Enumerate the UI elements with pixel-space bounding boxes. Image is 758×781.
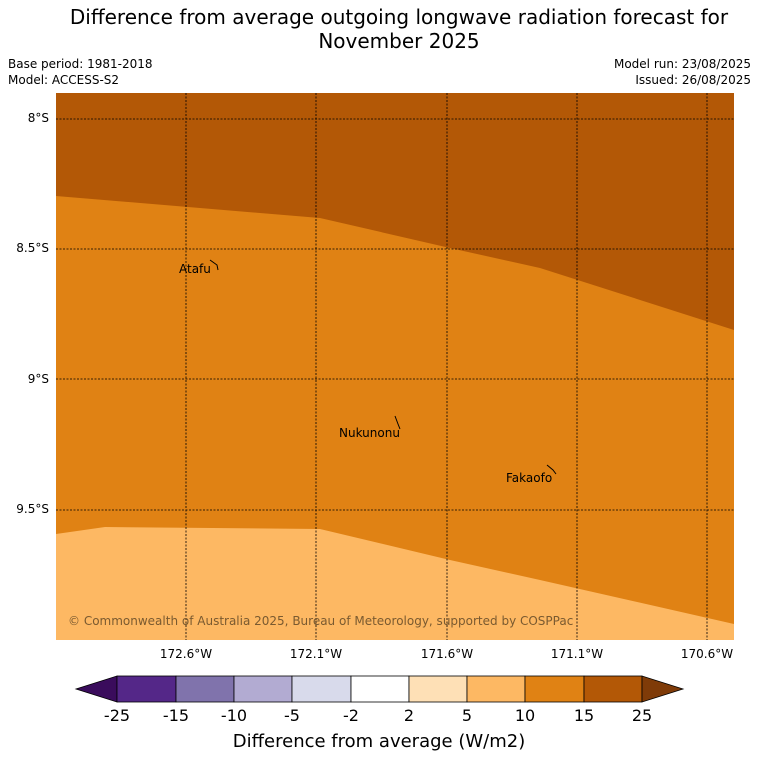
lon-label-172-1w: 172.1°W [289, 647, 343, 661]
fakaofo-atoll [546, 464, 557, 475]
gridlines [56, 93, 734, 640]
colorbar-bin-4 [291, 675, 352, 703]
colorbar-tick: 2 [403, 706, 415, 725]
colorbar-bin-7 [466, 675, 526, 703]
colorbar-tick: -25 [103, 706, 131, 725]
colorbar-tick: -10 [220, 706, 248, 725]
copyright-notice: © Commonwealth of Australia 2025, Bureau… [68, 614, 574, 628]
colorbar-tick: 15 [573, 706, 595, 725]
colorbar-extend-low [74, 675, 118, 703]
colorbar-bin-3 [233, 675, 293, 703]
colorbar-tick: -2 [343, 706, 359, 725]
model-run: Model run: 23/08/2025 [613, 57, 751, 71]
colorbar-tick: -15 [162, 706, 190, 725]
title-line-1: Difference from average outgoing longwav… [69, 5, 729, 29]
colorbar [74, 675, 685, 703]
nukunonu-atoll [394, 415, 401, 430]
colorbar-tick: 10 [514, 706, 536, 725]
issued-date: Issued: 26/08/2025 [635, 73, 751, 87]
lat-label-8-5s: 8.5°S [16, 241, 49, 255]
lat-label-9-5s: 9.5°S [16, 502, 49, 516]
place-atafu: Atafu [179, 262, 211, 276]
colorbar-bin-9 [583, 675, 643, 703]
colorbar-label: Difference from average (W/m2) [232, 731, 526, 752]
band-5-10 [56, 527, 734, 640]
lon-label-171-6w: 171.6°W [420, 647, 474, 661]
title-line-2: November 2025 [318, 29, 480, 53]
base-period: Base period: 1981-2018 [8, 57, 153, 71]
colorbar-bin-5 [350, 675, 410, 703]
lon-label-172-6w: 172.6°W [159, 647, 213, 661]
colorbar-bin-1 [116, 675, 177, 703]
lon-label-170-6w: 170.6°W [680, 647, 734, 661]
lon-label-171-1w: 171.1°W [550, 647, 604, 661]
lat-label-8s: 8°S [27, 111, 49, 125]
place-fakaofo: Fakaofo [506, 471, 553, 485]
colorbar-extend-high [641, 675, 685, 703]
atafu-atoll [209, 259, 219, 271]
lat-label-9s: 9°S [27, 372, 49, 386]
colorbar-tick: 25 [631, 706, 653, 725]
colorbar-bin-6 [408, 675, 468, 703]
meta-left: Base period: 1981-2018 Model: ACCESS-S2 [8, 56, 153, 88]
place-nukunonu: Nukunonu [339, 426, 400, 440]
colorbar-bin-8 [524, 675, 585, 703]
model-name: Model: ACCESS-S2 [8, 73, 120, 87]
chart-title: Difference from average outgoing longwav… [0, 5, 758, 53]
meta-right: Model run: 23/08/2025 Issued: 26/08/2025 [614, 56, 751, 88]
colorbar-tick: 5 [461, 706, 473, 725]
colorbar-tick: -5 [284, 706, 300, 725]
colorbar-bin-2 [175, 675, 235, 703]
